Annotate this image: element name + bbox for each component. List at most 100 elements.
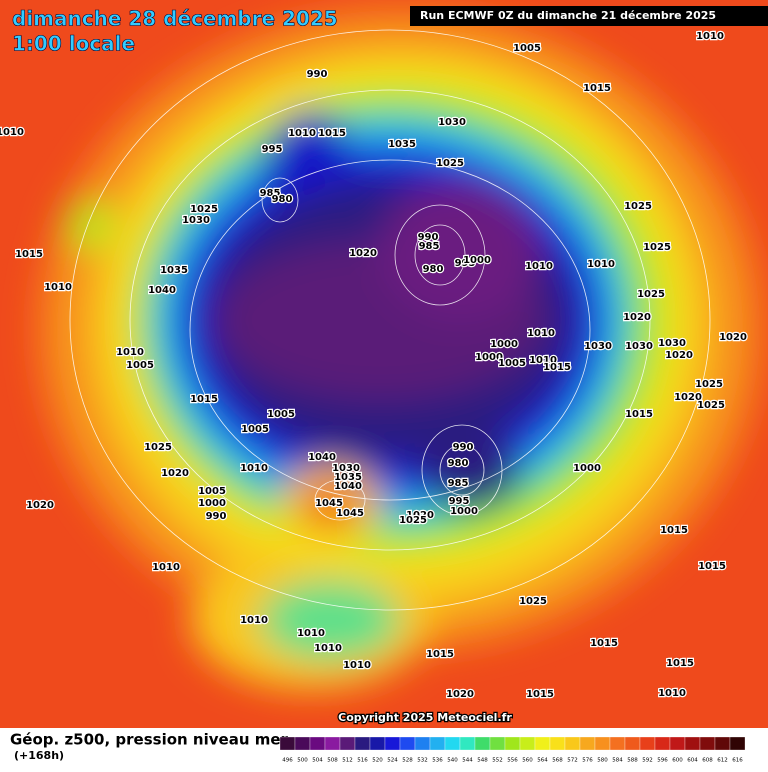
isobar-label: 1045 xyxy=(315,498,343,509)
isobar-label: 1025 xyxy=(190,204,218,215)
scale-label: 556 xyxy=(507,758,518,764)
isobar-label: 1015 xyxy=(625,409,653,420)
scale-label: 496 xyxy=(282,758,293,764)
isobar-label: 985 xyxy=(419,241,440,252)
isobar-label: 1010 xyxy=(152,562,180,573)
isobar-label: 1015 xyxy=(590,638,618,649)
isobar-label: 1005 xyxy=(498,358,526,369)
scale-label: 508 xyxy=(327,758,338,764)
copyright: Copyright 2025 Meteociel.fr xyxy=(338,711,512,724)
isobar-label: 1015 xyxy=(526,689,554,700)
isobar-label: 1010 xyxy=(297,628,325,639)
scale-label: 524 xyxy=(387,758,398,764)
color-scale: 496 500 504 508 512 516 520 524 528 532 536 540 544 5… xyxy=(279,736,746,764)
isobar-label: 1040 xyxy=(308,452,336,463)
isobar-label: 1000 xyxy=(475,352,503,363)
isobar-label: 1000 xyxy=(463,255,491,266)
scale-label: 604 xyxy=(687,758,698,764)
isobar-label: 980 xyxy=(448,458,469,469)
scale-cell xyxy=(564,736,581,751)
scale-cell xyxy=(414,736,431,751)
scale-label: 552 xyxy=(492,758,503,764)
isobar-label: 1005 xyxy=(241,424,269,435)
scale-label: 576 xyxy=(582,758,593,764)
isobar-label: 1005 xyxy=(126,360,154,371)
isobar-label: 990 xyxy=(418,232,439,243)
scale-label: 572 xyxy=(567,758,578,764)
date: dimanche 28 décembre 2025 xyxy=(12,7,338,31)
isobar-label: 1020 xyxy=(665,350,693,361)
isobar-label: 1005 xyxy=(267,409,295,420)
isobar-label: 1040 xyxy=(334,481,362,492)
scale-label: 536 xyxy=(432,758,443,764)
scale-cell xyxy=(429,736,446,751)
scale-cell xyxy=(624,736,641,751)
isobar-label: 990 xyxy=(206,511,227,522)
isobar-label: 1040 xyxy=(148,285,176,296)
isobar-label: 1025 xyxy=(436,158,464,169)
lead-time: (+168h) xyxy=(14,749,64,762)
isobar-label: 1010 xyxy=(240,463,268,474)
isobar-label: 1010 xyxy=(658,688,686,699)
scale-cell xyxy=(459,736,476,751)
isobar-label: 1010 xyxy=(527,328,555,339)
scale-label: 528 xyxy=(402,758,413,764)
scale-cell xyxy=(549,736,566,751)
scale-cell xyxy=(684,736,701,751)
isobar-label: 1030 xyxy=(438,117,466,128)
isobar-label: 995 xyxy=(262,144,283,155)
isobar-label: 985 xyxy=(260,188,281,199)
isobar-label: 1010 xyxy=(696,31,724,42)
scale-cell xyxy=(309,736,326,751)
isobar-label: 1005 xyxy=(198,486,226,497)
isobar-label: 1000 xyxy=(198,498,226,509)
isobar-label: 1030 xyxy=(658,338,686,349)
isobar-label: 1015 xyxy=(660,525,688,536)
scale-label: 580 xyxy=(597,758,608,764)
isobar-label: 995 xyxy=(449,496,470,507)
isobar-label: 1020 xyxy=(674,392,702,403)
isobar-label: 1035 xyxy=(388,139,416,150)
isobar-label: 1010 xyxy=(44,282,72,293)
isobar-label: 1045 xyxy=(336,508,364,519)
isobar-label: 1010 xyxy=(525,261,553,272)
isobar-label: 1010 xyxy=(0,127,24,138)
isobar-label: 1010 xyxy=(314,643,342,654)
run-box xyxy=(410,6,768,26)
scale-cell xyxy=(519,736,536,751)
isobar-label: 1010 xyxy=(116,347,144,358)
scale-cell xyxy=(354,736,371,751)
isobar-label: 1020 xyxy=(349,248,377,259)
isobar-label: 1020 xyxy=(406,510,434,521)
isobar-label: 1015 xyxy=(190,394,218,405)
scale-cell xyxy=(534,736,551,751)
isobar-label: 1015 xyxy=(583,83,611,94)
isobar-label: 995 xyxy=(455,258,476,269)
scale-cell xyxy=(294,736,311,751)
scale-cell xyxy=(594,736,611,751)
scale-label: 532 xyxy=(417,758,428,764)
scale-label: 520 xyxy=(372,758,383,764)
scale-label: 600 xyxy=(672,758,683,764)
scale-cell xyxy=(669,736,686,751)
isobar-label: 1015 xyxy=(698,561,726,572)
isobar-label: 985 xyxy=(448,478,469,489)
scale-label: 584 xyxy=(612,758,623,764)
run: Run ECMWF 0Z du dimanche 21 décembre 202… xyxy=(420,9,716,22)
isobar-label: 990 xyxy=(453,442,474,453)
isobar-label: 1020 xyxy=(161,468,189,479)
scale-cell xyxy=(714,736,731,751)
isobar-label: 1025 xyxy=(697,400,725,411)
isobar-label: 980 xyxy=(423,264,444,275)
isobar-label: 1020 xyxy=(446,689,474,700)
isobar-label: 1035 xyxy=(160,265,188,276)
scale-label: 616 xyxy=(732,758,743,764)
scale-label: 516 xyxy=(357,758,368,764)
scale-cell xyxy=(639,736,656,751)
isobar-label: 1015 xyxy=(318,128,346,139)
scale-cell xyxy=(444,736,461,751)
isobar-label: 1010 xyxy=(240,615,268,626)
isobar-label: 1025 xyxy=(695,379,723,390)
